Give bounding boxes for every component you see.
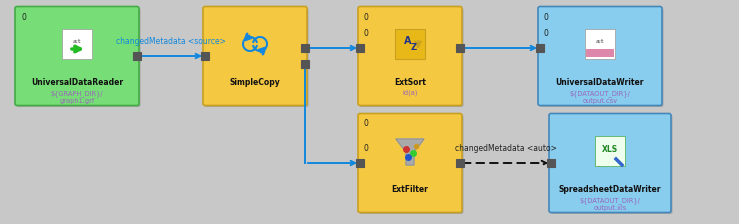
Text: ExtFilter: ExtFilter	[392, 185, 429, 194]
FancyBboxPatch shape	[585, 29, 615, 59]
Text: UniversalDataReader: UniversalDataReader	[31, 78, 123, 87]
FancyBboxPatch shape	[395, 29, 425, 59]
FancyBboxPatch shape	[201, 52, 209, 60]
FancyBboxPatch shape	[62, 29, 92, 59]
Text: SpreadsheetDataWriter: SpreadsheetDataWriter	[559, 185, 661, 194]
Text: a;t: a;t	[73, 39, 81, 43]
FancyBboxPatch shape	[301, 60, 309, 68]
FancyBboxPatch shape	[538, 6, 662, 106]
FancyBboxPatch shape	[551, 115, 672, 214]
Text: 0: 0	[21, 13, 26, 22]
Text: A: A	[404, 36, 412, 46]
FancyBboxPatch shape	[356, 159, 364, 167]
FancyBboxPatch shape	[536, 44, 544, 52]
FancyBboxPatch shape	[133, 52, 141, 60]
Text: XLS: XLS	[602, 144, 618, 153]
FancyBboxPatch shape	[456, 159, 464, 167]
Text: UniversalDataWriter: UniversalDataWriter	[556, 78, 644, 87]
FancyBboxPatch shape	[358, 114, 462, 213]
Polygon shape	[396, 139, 424, 165]
Text: Z: Z	[411, 43, 417, 52]
FancyBboxPatch shape	[205, 8, 308, 107]
FancyBboxPatch shape	[15, 6, 139, 106]
FancyBboxPatch shape	[356, 44, 364, 52]
FancyBboxPatch shape	[539, 8, 664, 107]
Text: 0: 0	[544, 13, 549, 22]
FancyBboxPatch shape	[456, 44, 464, 52]
FancyBboxPatch shape	[595, 136, 625, 166]
Text: 0: 0	[543, 29, 548, 38]
FancyBboxPatch shape	[586, 49, 614, 57]
Text: ${GRAPH_DIR}/
graph1.grf: ${GRAPH_DIR}/ graph1.grf	[51, 90, 103, 104]
Text: 0: 0	[364, 119, 369, 129]
FancyBboxPatch shape	[549, 114, 671, 213]
FancyBboxPatch shape	[359, 8, 463, 107]
Text: ${DATAOUT_DIR}/
output.xls: ${DATAOUT_DIR}/ output.xls	[579, 197, 641, 211]
Text: a;t: a;t	[596, 39, 605, 43]
Text: id(a): id(a)	[402, 90, 418, 97]
FancyBboxPatch shape	[301, 44, 309, 52]
FancyBboxPatch shape	[547, 159, 555, 167]
Text: changedMetadata <source>: changedMetadata <source>	[116, 37, 226, 46]
Text: SimpleCopy: SimpleCopy	[230, 78, 280, 87]
Text: 0: 0	[363, 144, 368, 153]
FancyBboxPatch shape	[359, 115, 463, 214]
Text: 0: 0	[363, 29, 368, 38]
FancyBboxPatch shape	[203, 6, 307, 106]
FancyBboxPatch shape	[358, 6, 462, 106]
Text: ExtSort: ExtSort	[394, 78, 426, 87]
Text: 0: 0	[364, 13, 369, 22]
Text: changedMetadata <auto>: changedMetadata <auto>	[454, 144, 556, 153]
Text: ${DATAOUT_DIR}/
output.csv: ${DATAOUT_DIR}/ output.csv	[570, 90, 630, 104]
FancyBboxPatch shape	[16, 8, 140, 107]
